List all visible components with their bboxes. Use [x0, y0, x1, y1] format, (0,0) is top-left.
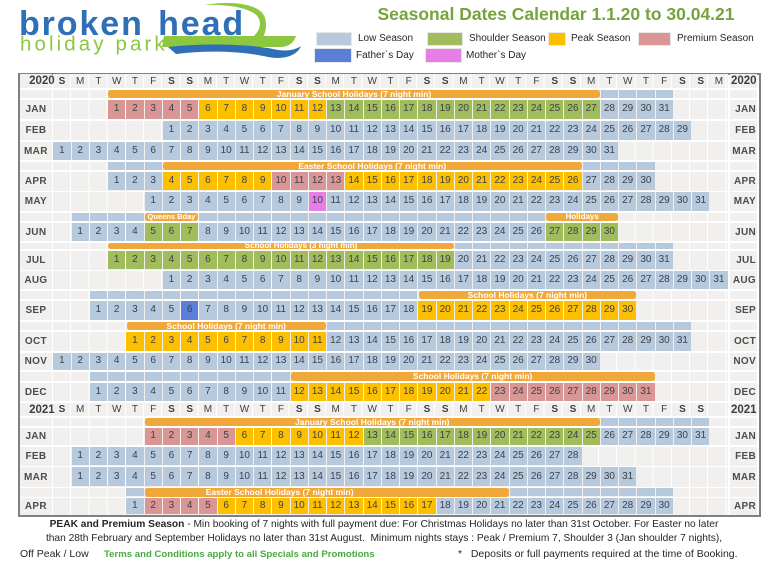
svg-text:holiday park: holiday park [20, 33, 168, 56]
svg-text:broken head: broken head [19, 5, 245, 43]
